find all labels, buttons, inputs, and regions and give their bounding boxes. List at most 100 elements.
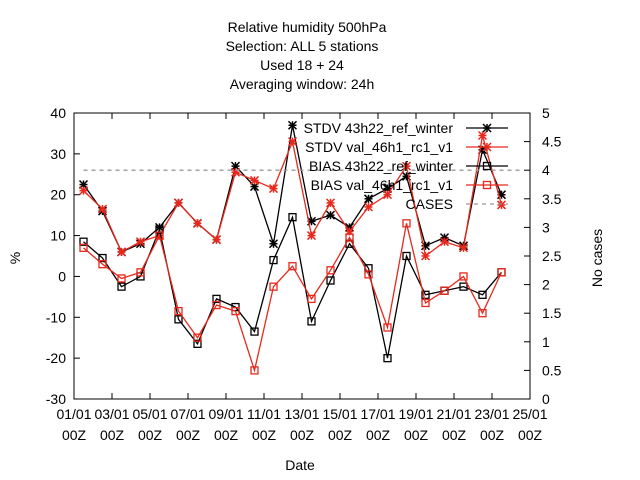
x-tick-label: 19/01 <box>398 406 433 422</box>
x-tick-label-time: 00Z <box>62 427 87 443</box>
x-tick-label-time: 00Z <box>518 427 543 443</box>
y-tick-label: 20 <box>50 187 66 203</box>
legend-label-3: BIAS val_46h1_rc1_v1 <box>311 177 454 193</box>
x-tick-label: 13/01 <box>284 406 319 422</box>
series-3-point <box>193 333 202 342</box>
legend-label-4: CASES <box>406 196 453 212</box>
y-tick-label: -30 <box>46 391 66 407</box>
y-tick-label: -10 <box>46 309 66 325</box>
x-tick-label: 07/01 <box>170 406 205 422</box>
x-tick-label-time: 00Z <box>252 427 277 443</box>
series-3-point <box>136 268 145 277</box>
x-tick-label: 23/01 <box>474 406 509 422</box>
series-2-point <box>155 225 164 234</box>
legend-label-0: STDV 43h22_ref_winter <box>304 120 454 136</box>
legend-marker-2 <box>482 161 492 171</box>
series-3-point <box>402 219 411 228</box>
series-3-point <box>497 268 506 277</box>
series-3-point <box>212 300 221 310</box>
legend-marker-3 <box>482 180 492 190</box>
y-tick-label: 0 <box>58 268 66 284</box>
series-line-2 <box>83 214 502 359</box>
series-2-point <box>383 353 392 363</box>
series-2-point <box>288 213 297 222</box>
series-3-point <box>250 366 259 375</box>
x-tick-label: 09/01 <box>208 406 243 422</box>
series-line-3 <box>83 223 503 373</box>
plot-frame <box>73 112 531 400</box>
y2-tick-label: 0 <box>542 391 550 407</box>
x-tick-label: 05/01 <box>132 406 167 422</box>
y2-tick-label: 4 <box>542 162 550 178</box>
series-2-point <box>250 327 259 336</box>
y2-tick-label: 0.5 <box>542 362 562 378</box>
series-3-point <box>326 266 335 275</box>
y-axis-label: % <box>7 252 23 264</box>
series-2-point <box>421 290 430 299</box>
legend-label-2: BIAS 43h22_ref_winter <box>309 158 453 174</box>
series-2-point <box>212 294 221 304</box>
x-tick-label: 03/01 <box>94 406 129 422</box>
series-3-point <box>478 309 487 318</box>
legend: STDV 43h22_ref_winter STDV val_46h1_rc1_… <box>304 120 508 212</box>
series-2-point <box>478 290 487 299</box>
series-3-point <box>307 294 316 304</box>
series-2-point <box>193 339 202 348</box>
y2-axis-ticks: 0 0.5 1 1.5 2 2.5 3 3.5 4 4.5 5 <box>524 105 562 407</box>
x-axis-ticks: 01/01 00Z 03/01 00Z 05/01 00Z 07/01 00Z 09/01 00Z… <box>56 113 548 443</box>
y2-tick-label: 2.5 <box>542 248 562 264</box>
x-tick-label-time: 00Z <box>176 427 201 443</box>
y-tick-label: 30 <box>50 146 66 162</box>
x-tick-label: 25/01 <box>512 406 547 422</box>
x-tick-label: 11/01 <box>247 406 281 422</box>
series-2-point <box>269 255 278 265</box>
series-layer <box>78 120 521 375</box>
y2-tick-label: 3 <box>542 219 550 235</box>
y2-tick-label: 2 <box>542 277 550 293</box>
title-line-4: Averaging window: 24h <box>230 76 375 92</box>
x-tick-label-time: 00Z <box>404 427 429 443</box>
series-3-point <box>155 231 164 240</box>
series-3-point <box>345 233 354 242</box>
y2-tick-label: 3.5 <box>542 191 562 207</box>
series-1 <box>78 130 507 261</box>
x-tick-label-time: 00Z <box>328 427 353 443</box>
x-tick-label-time: 00Z <box>480 427 505 443</box>
x-tick-label-time: 00Z <box>366 427 391 443</box>
title-line-2: Selection: ALL 5 stations <box>226 38 379 54</box>
x-tick-label: 21/01 <box>436 406 471 422</box>
series-2-point <box>79 237 88 246</box>
series-3-point <box>421 298 430 308</box>
series-2-point <box>117 282 126 291</box>
y2-tick-label: 4.5 <box>542 134 562 150</box>
series-3-point <box>383 323 392 332</box>
x-tick-label-time: 00Z <box>100 427 125 443</box>
x-tick-label-time: 00Z <box>442 427 467 443</box>
x-tick-label: 15/01 <box>322 406 357 422</box>
x-tick-label-time: 00Z <box>214 427 239 443</box>
series-2-point <box>174 315 183 324</box>
y2-tick-label: 1 <box>542 334 550 350</box>
series-3-point <box>459 272 468 281</box>
series-2-point <box>98 253 107 263</box>
y-axis-ticks: -30 -20 -10 0 10 20 30 40 <box>46 105 80 407</box>
legend-label-1: STDV val_46h1_rc1_v1 <box>305 139 453 155</box>
title-line-3: Used 18 + 24 <box>260 57 344 73</box>
series-3-point <box>79 243 88 252</box>
series-3-point <box>288 262 297 271</box>
series-2-point <box>326 276 335 285</box>
chart-title: Relative humidity 500hPa Selection: ALL … <box>226 19 387 92</box>
x-tick-label-time: 00Z <box>138 427 163 443</box>
series-3-point <box>440 286 449 295</box>
y-tick-label: 10 <box>50 228 66 244</box>
series-3-point <box>269 282 278 291</box>
series-2-point <box>459 282 468 291</box>
series-3 <box>79 219 506 375</box>
series-3-point <box>364 270 373 279</box>
series-2-point <box>307 317 316 326</box>
series-3-point <box>231 307 240 316</box>
y2-tick-label: 1.5 <box>542 305 562 321</box>
y-tick-label: 40 <box>50 105 66 121</box>
title-line-1: Relative humidity 500hPa <box>228 19 387 35</box>
